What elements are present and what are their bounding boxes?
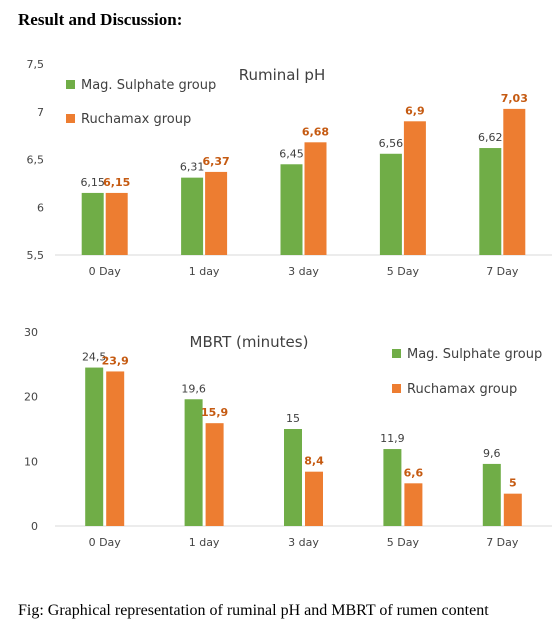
bar <box>503 108 526 255</box>
bar <box>305 471 323 526</box>
data-label: 6,15 <box>103 176 130 189</box>
data-label: 6,62 <box>478 131 503 144</box>
data-label: 11,9 <box>380 432 405 445</box>
legend-label: Ruchamax group <box>407 382 517 397</box>
x-tick-label: 0 Day <box>89 536 122 549</box>
y-tick-label: 0 <box>31 520 38 533</box>
data-label: 6,15 <box>80 176 105 189</box>
legend-swatch <box>392 384 401 393</box>
y-tick-label: 10 <box>24 455 38 468</box>
legend-label: Mag. Sulphate group <box>81 78 216 93</box>
bar <box>379 153 402 255</box>
data-label: 6,6 <box>404 466 424 479</box>
bar <box>205 423 224 526</box>
page-heading: Result and Discussion: <box>18 10 183 29</box>
chart-title: MBRT (minutes) <box>190 333 309 351</box>
y-tick-label: 7,5 <box>27 58 45 71</box>
bar <box>205 171 228 255</box>
bar <box>181 177 204 255</box>
x-tick-label: 0 Day <box>89 265 122 278</box>
data-label: 6,31 <box>180 161 205 174</box>
x-tick-label: 7 Day <box>486 536 519 549</box>
bar <box>81 192 104 255</box>
mbrt-chart: 0 10 20 30 MBRT (minutes) 24,523,9 0 Day 19,6 15… <box>24 326 552 549</box>
data-label: 24,5 <box>82 351 107 364</box>
x-tick-label: 3 day <box>288 265 319 278</box>
data-label: 6,9 <box>405 104 425 117</box>
x-tick-label: 1 day <box>189 265 220 278</box>
chart-title: Ruminal pH <box>239 66 325 84</box>
legend-swatch <box>66 114 75 123</box>
bar <box>403 121 426 255</box>
legend-swatch <box>392 349 401 358</box>
data-label: 6,68 <box>302 125 329 138</box>
x-tick-label: 5 Day <box>387 265 420 278</box>
data-label: 15,9 <box>201 406 228 419</box>
y-tick-label: 7 <box>37 106 44 119</box>
figure-caption: Fig: Graphical representation of ruminal… <box>18 602 489 619</box>
legend-swatch <box>66 80 75 89</box>
y-tick-label: 20 <box>24 391 38 404</box>
data-label: 6,45 <box>279 147 304 160</box>
data-label: 23,9 <box>102 354 129 367</box>
y-tick-label: 6,5 <box>27 154 45 167</box>
y-tick-label: 30 <box>24 326 38 339</box>
bar <box>304 142 327 255</box>
legend-label: Mag. Sulphate group <box>407 347 542 362</box>
bar <box>280 164 303 255</box>
bar <box>479 148 502 255</box>
legend-label: Ruchamax group <box>81 112 191 127</box>
data-label: 5 <box>509 477 517 490</box>
bar <box>184 399 203 526</box>
bar <box>85 367 104 526</box>
x-tick-label: 1 day <box>189 536 220 549</box>
data-label: 7,03 <box>501 92 528 105</box>
bar <box>503 493 522 526</box>
data-label: 19,6 <box>181 382 206 395</box>
bar <box>106 371 125 526</box>
y-tick-label: 5,5 <box>27 249 45 262</box>
data-label: 8,4 <box>304 455 324 468</box>
x-tick-label: 5 Day <box>387 536 420 549</box>
bar <box>383 449 402 526</box>
bar <box>404 483 423 526</box>
data-label: 6,37 <box>203 155 230 168</box>
x-tick-label: 7 Day <box>486 265 519 278</box>
x-tick-label: 3 day <box>288 536 319 549</box>
bar <box>482 463 501 526</box>
data-label: 9,6 <box>483 447 501 460</box>
bar <box>284 429 302 526</box>
data-label: 15 <box>286 412 300 425</box>
bar <box>105 192 128 255</box>
data-label: 6,56 <box>379 137 404 150</box>
y-tick-label: 6 <box>37 201 44 214</box>
